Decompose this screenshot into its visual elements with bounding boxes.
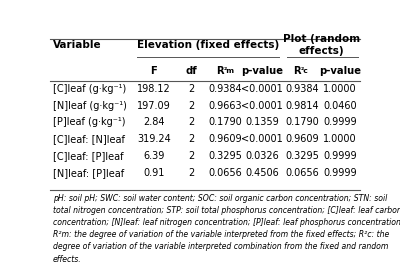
Text: 0.9384: 0.9384 bbox=[208, 84, 242, 94]
Text: <0.0001: <0.0001 bbox=[242, 84, 283, 94]
Text: 0.9999: 0.9999 bbox=[323, 151, 357, 161]
Text: 0.1790: 0.1790 bbox=[286, 117, 320, 127]
Text: 0.0656: 0.0656 bbox=[286, 168, 320, 178]
Text: 1.0000: 1.0000 bbox=[323, 134, 357, 144]
Text: 0.9609: 0.9609 bbox=[286, 134, 320, 144]
Text: 0.0656: 0.0656 bbox=[208, 168, 242, 178]
Text: Plot (random
effects): Plot (random effects) bbox=[283, 34, 360, 56]
Text: F: F bbox=[150, 66, 157, 76]
Text: 2: 2 bbox=[188, 151, 194, 161]
Text: 0.9384: 0.9384 bbox=[286, 84, 320, 94]
Text: 0.0460: 0.0460 bbox=[323, 101, 357, 111]
Text: 1.0000: 1.0000 bbox=[323, 84, 357, 94]
Text: 319.24: 319.24 bbox=[137, 134, 171, 144]
Text: [P]leaf (g·kg⁻¹): [P]leaf (g·kg⁻¹) bbox=[53, 117, 126, 127]
Text: 2: 2 bbox=[188, 84, 194, 94]
Text: 0.9663: 0.9663 bbox=[208, 101, 242, 111]
Text: 2: 2 bbox=[188, 117, 194, 127]
Text: 0.3295: 0.3295 bbox=[286, 151, 320, 161]
Text: [C]leaf (g·kg⁻¹): [C]leaf (g·kg⁻¹) bbox=[53, 84, 126, 94]
Text: 198.12: 198.12 bbox=[137, 84, 171, 94]
Text: <0.0001: <0.0001 bbox=[242, 101, 283, 111]
Text: p-value: p-value bbox=[319, 66, 361, 76]
Text: [C]leaf: [N]leaf: [C]leaf: [N]leaf bbox=[53, 134, 125, 144]
Text: R: R bbox=[294, 66, 301, 76]
Text: 0.9609: 0.9609 bbox=[208, 134, 242, 144]
Text: Variable: Variable bbox=[53, 40, 102, 50]
Text: 0.9814: 0.9814 bbox=[286, 101, 320, 111]
Text: ²c: ²c bbox=[301, 68, 309, 74]
Text: 2.84: 2.84 bbox=[143, 117, 165, 127]
Text: 0.3295: 0.3295 bbox=[208, 151, 242, 161]
Text: 0.1359: 0.1359 bbox=[246, 117, 279, 127]
Text: 2: 2 bbox=[188, 101, 194, 111]
Text: p-value: p-value bbox=[241, 66, 283, 76]
Text: ²m: ²m bbox=[224, 68, 235, 74]
Text: [N]leaf: [P]leaf: [N]leaf: [P]leaf bbox=[53, 168, 124, 178]
Text: 0.91: 0.91 bbox=[143, 168, 164, 178]
Text: 0.9999: 0.9999 bbox=[323, 117, 357, 127]
Text: Elevation (fixed effects): Elevation (fixed effects) bbox=[137, 40, 279, 50]
Text: 0.9999: 0.9999 bbox=[323, 168, 357, 178]
Text: df: df bbox=[185, 66, 197, 76]
Text: 0.0326: 0.0326 bbox=[246, 151, 279, 161]
Text: 0.1790: 0.1790 bbox=[208, 117, 242, 127]
Text: 197.09: 197.09 bbox=[137, 101, 171, 111]
Text: 2: 2 bbox=[188, 134, 194, 144]
Text: 0.4506: 0.4506 bbox=[246, 168, 279, 178]
Text: 2: 2 bbox=[188, 168, 194, 178]
Text: R: R bbox=[216, 66, 224, 76]
Text: pH: soil pH; SWC: soil water content; SOC: soil organic carbon concentration; ST: pH: soil pH; SWC: soil water content; SO… bbox=[53, 194, 400, 262]
Text: [C]leaf: [P]leaf: [C]leaf: [P]leaf bbox=[53, 151, 124, 161]
Text: [N]leaf (g·kg⁻¹): [N]leaf (g·kg⁻¹) bbox=[53, 101, 127, 111]
Text: 6.39: 6.39 bbox=[143, 151, 164, 161]
Text: <0.0001: <0.0001 bbox=[242, 134, 283, 144]
